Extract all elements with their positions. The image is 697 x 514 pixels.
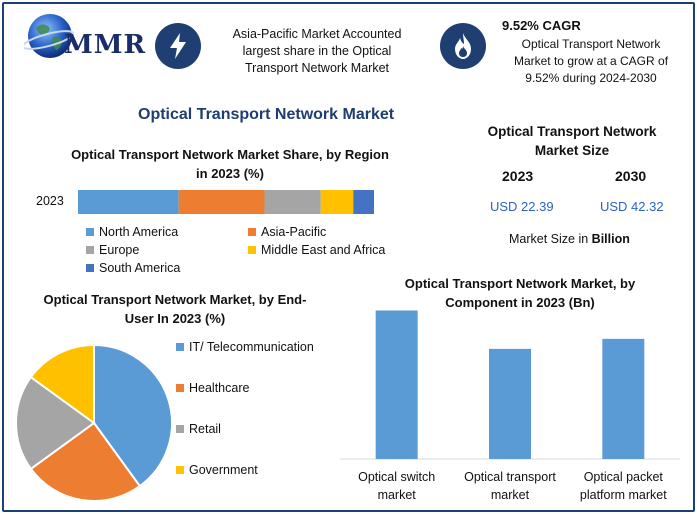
legend-label: South America: [99, 261, 181, 275]
region-chart-title: Optical Transport Network Market Share, …: [71, 147, 389, 181]
region-bar-segment-middle-east-and-africa: [320, 190, 354, 214]
component-category-label: Optical transport market: [464, 470, 556, 502]
market-size-unit-bold: Billion: [591, 232, 630, 246]
page-title: Optical Transport Network Market: [138, 106, 395, 123]
region-stacked-bar: [78, 190, 374, 214]
legend-label: Retail: [189, 422, 221, 436]
legend-label: Government: [189, 463, 258, 477]
cagr-text: Optical Transport Network Market to grow…: [513, 37, 669, 85]
legend-swatch: [248, 246, 256, 254]
market-size-title: Optical Transport Network Market Size: [487, 124, 657, 158]
legend-label: IT/ Telecommunication: [189, 340, 314, 354]
logo: MMR: [14, 10, 147, 62]
region-bar-segment-north-america: [78, 190, 179, 214]
region-legend: North America Asia-Pacific Europe Middle Ea…: [86, 225, 406, 279]
brand-name: MMR: [64, 30, 147, 60]
legend-swatch: [176, 466, 184, 474]
region-legend-item-north-america: North America: [86, 225, 178, 239]
pie-slice-government: [29, 343, 95, 425]
component-bar-chart: [340, 310, 680, 460]
component-category-labels: Optical switch market Optical transport m…: [340, 468, 680, 508]
legend-label: North America: [99, 225, 179, 239]
globe-icon: [24, 14, 75, 58]
component-chart-title: Optical Transport Network Market, by Com…: [404, 276, 636, 310]
legend-label: Healthcare: [189, 381, 250, 395]
region-bar-segment-south-america: [353, 190, 374, 214]
region-legend-item-europe: Europe: [86, 243, 139, 257]
legend-swatch: [86, 246, 94, 254]
legend-swatch: [176, 384, 184, 392]
enduser-legend-item-retail: Retail: [176, 422, 221, 436]
legend-label: Middle East and Africa: [261, 243, 386, 257]
enduser-chart-title: Optical Transport Network Market, by End…: [43, 292, 307, 326]
legend-swatch: [86, 264, 94, 272]
lightning-icon: [155, 23, 201, 69]
component-category-label: Optical switch market: [358, 470, 436, 502]
market-size-unit-prefix: Market Size in: [509, 232, 592, 246]
region-legend-item-south-america: South America: [86, 261, 180, 275]
region-bar-segment-asia-pacific: [178, 190, 265, 214]
legend-swatch: [86, 228, 94, 236]
market-size-value-2030: USD 42.32: [600, 199, 664, 214]
pie-slice-retail: [15, 375, 96, 471]
component-bar-optical-switch-market: [375, 310, 418, 459]
region-legend-item-asia-pacific: Asia-Pacific: [248, 225, 326, 239]
region-legend-item-middle-east-and-africa: Middle East and Africa: [248, 243, 385, 257]
component-bar-optical-transport-market: [489, 348, 531, 459]
pie-slice-healthcare: [29, 421, 142, 502]
enduser-legend-item-healthcare: Healthcare: [176, 381, 249, 395]
enduser-legend-item-it-telecommunication: IT/ Telecommunication: [176, 340, 314, 354]
region-bar-segment-europe: [264, 190, 321, 214]
pie-slice-it-telecommunication: [93, 343, 173, 488]
cagr-title: 9.52% CAGR: [502, 18, 581, 33]
market-size-value-2023: USD 22.39: [490, 199, 554, 214]
region-chart-category-label: 2023: [36, 194, 64, 208]
enduser-legend: IT/ Telecommunication Healthcare Retail Gov…: [176, 340, 346, 490]
enduser-legend-item-government: Government: [176, 463, 258, 477]
market-size-year-2030: 2030: [615, 168, 647, 184]
legend-swatch: [248, 228, 256, 236]
enduser-pie-chart: [15, 343, 173, 502]
legend-label: Asia-Pacific: [261, 225, 327, 239]
component-category-label: Optical packet platform market: [579, 470, 667, 502]
highlight-text: Asia-Pacific Market Accounted largest sh…: [232, 27, 402, 75]
component-bar-optical-packet-platform-market: [602, 338, 645, 459]
flame-icon: [440, 23, 486, 69]
legend-label: Europe: [99, 243, 140, 257]
legend-swatch: [176, 425, 184, 433]
legend-swatch: [176, 343, 184, 351]
market-size-year-2023: 2023: [502, 168, 534, 184]
market-size-unit: Market Size in Billion: [509, 232, 630, 246]
